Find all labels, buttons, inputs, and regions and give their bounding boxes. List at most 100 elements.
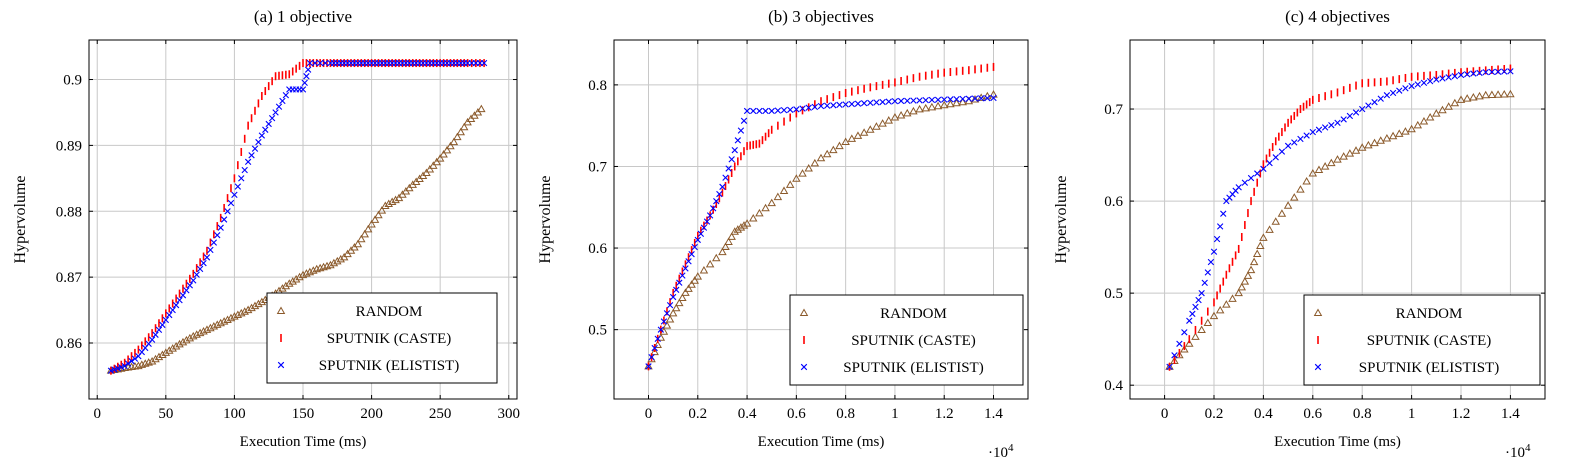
data-point-random (243, 305, 253, 314)
data-point-elitist (774, 107, 782, 114)
data-point-random (976, 93, 986, 101)
data-point-random (333, 256, 342, 265)
data-point-random (1222, 300, 1231, 308)
data-point-elitist (891, 98, 899, 105)
data-point-elitist (947, 96, 954, 103)
data-point-elitist (1389, 89, 1397, 97)
data-point-random (446, 141, 455, 150)
data-point-random (835, 141, 844, 150)
data-point-elitist (1470, 70, 1477, 77)
x-tick-label: 50 (158, 406, 173, 422)
data-point-random (374, 210, 383, 219)
data-point-random (182, 335, 191, 344)
data-point-random (1320, 162, 1330, 170)
data-point-elitist (728, 156, 735, 163)
x-multiplier-base: ·10 (988, 445, 1008, 461)
x-tick-label: 300 (498, 406, 521, 422)
data-point-random (425, 164, 435, 173)
data-point-random (1469, 93, 1478, 101)
data-point-elitist (897, 97, 905, 105)
data-point-random (730, 227, 740, 235)
data-point-random (237, 308, 246, 317)
data-point-elitist (155, 326, 163, 334)
data-point-random (946, 99, 955, 108)
data-point-elitist (740, 117, 748, 124)
data-point-random (1185, 339, 1194, 347)
data-point-random (816, 153, 826, 162)
data-point-elitist (817, 102, 825, 110)
data-point-elitist (1482, 69, 1489, 76)
data-point-elitist (1284, 142, 1292, 150)
triangle-icon (276, 306, 286, 314)
data-point-elitist (241, 166, 248, 174)
data-point-elitist (1340, 116, 1347, 123)
data-point-random (1175, 350, 1184, 359)
data-point-elitist (183, 287, 190, 294)
x-tick-label: 1 (891, 406, 899, 422)
data-point-elitist (1181, 329, 1188, 336)
data-point-random (381, 201, 390, 209)
data-point-elitist (179, 292, 187, 299)
y-tick-label: 0.88 (56, 204, 82, 220)
data-point-random (1252, 249, 1262, 258)
data-point-random (884, 116, 894, 124)
data-point-random (147, 356, 157, 365)
data-point-random (158, 350, 167, 359)
data-point-random (866, 125, 875, 133)
legend-label: SPUTNIK (ELISTIST) (843, 360, 983, 376)
data-point-elitist (301, 79, 308, 87)
data-point-random (278, 284, 287, 292)
plot-frame (613, 39, 1029, 400)
data-point-elitist (648, 353, 655, 361)
data-point-random (678, 293, 687, 302)
data-point-random (1487, 90, 1497, 99)
data-point-random (171, 341, 181, 350)
legend-label: SPUTNIK (CASTE) (327, 331, 452, 347)
data-point-random (281, 281, 291, 290)
data-point-random (1243, 271, 1253, 279)
y-tick-label: 0.6 (588, 241, 607, 257)
data-point-elitist (1198, 289, 1205, 297)
data-point-random (1290, 193, 1299, 201)
data-point-random (712, 253, 721, 262)
data-point-random (1283, 201, 1293, 209)
x-axis-label: Execution Time (ms) (1274, 434, 1401, 450)
y-tick-label: 0.7 (588, 159, 607, 175)
legend-box (266, 292, 498, 384)
data-point-elitist (685, 258, 692, 265)
data-point-random (761, 203, 770, 212)
legend-marker (800, 363, 808, 371)
data-point-elitist (922, 96, 929, 104)
data-point-random (890, 112, 900, 121)
data-point-elitist (799, 105, 806, 112)
data-point-elitist (210, 239, 218, 246)
x-multiplier-base: ·10 (1505, 445, 1525, 461)
data-point-elitist (244, 158, 252, 166)
data-point-random (662, 321, 672, 329)
data-point-elitist (1247, 174, 1255, 182)
data-point-random (188, 331, 198, 340)
data-point-random (1370, 138, 1379, 147)
data-point-elitist (1352, 109, 1360, 116)
data-point-elitist (1420, 79, 1428, 86)
data-point-random (164, 346, 174, 354)
legend-label: SPUTNIK (ELISTIST) (1359, 360, 1499, 376)
data-point-random (137, 360, 147, 368)
data-point-random (699, 265, 709, 274)
data-point-random (233, 310, 243, 319)
data-point-elitist (1186, 317, 1193, 324)
data-point-random (1493, 90, 1503, 98)
data-point-elitist (762, 107, 769, 115)
data-point-random (909, 106, 918, 115)
data-point-elitist (703, 218, 711, 225)
data-point-elitist (885, 98, 892, 105)
data-point-elitist (193, 271, 200, 278)
data-point-random (1357, 143, 1367, 151)
data-point-elitist (1192, 303, 1199, 311)
data-point-random (804, 163, 813, 172)
data-point-elitist (124, 360, 132, 367)
data-point-elitist (1171, 352, 1178, 359)
data-point-random (161, 348, 171, 356)
data-point-random (736, 223, 746, 231)
